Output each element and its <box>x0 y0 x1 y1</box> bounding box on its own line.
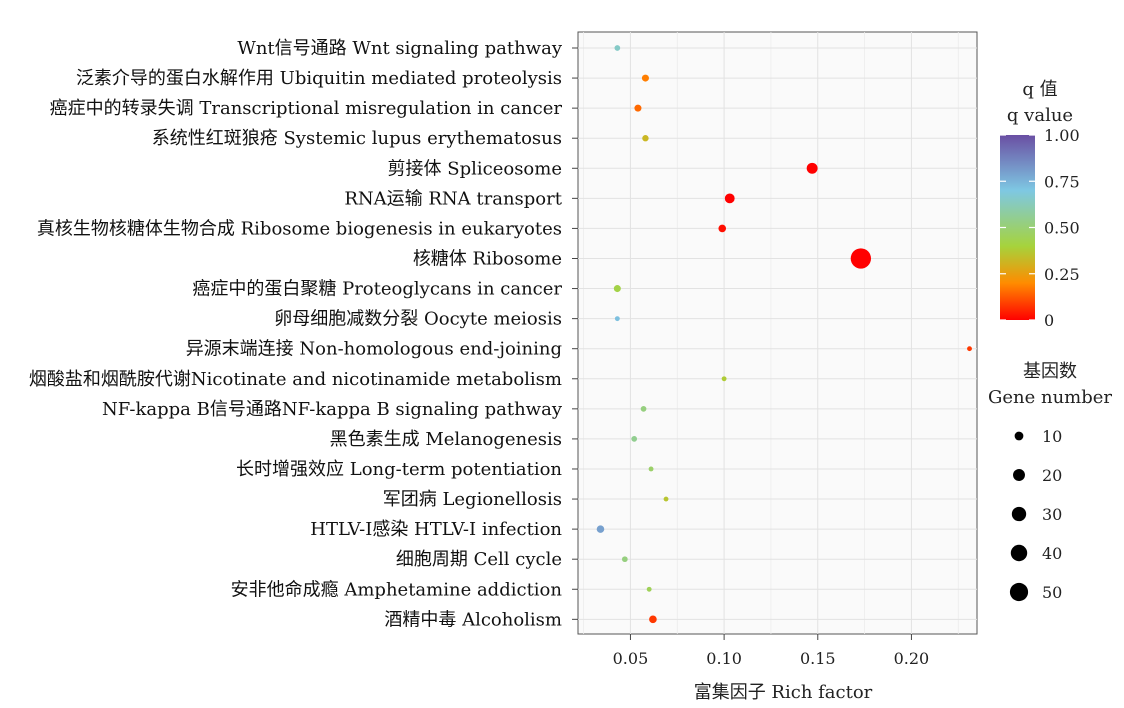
q-legend-title-cn: q 值 <box>1022 79 1057 100</box>
data-point <box>640 405 647 412</box>
grid-lines <box>578 32 977 634</box>
size-legend-dot <box>1014 431 1024 441</box>
data-point <box>596 525 605 533</box>
data-point <box>621 556 628 563</box>
y-category-label: 真核生物核糖体生物合成 Ribosome biogenesis in eukar… <box>37 218 562 239</box>
y-category-label: RNA运输 RNA transport <box>344 188 562 209</box>
gene-number-legend: 基因数 Gene number 10 20 30 40 50 <box>988 361 1112 602</box>
size-legend-title-cn: 基因数 <box>1023 361 1077 382</box>
data-point <box>648 466 654 472</box>
size-legend-title-en: Gene number <box>988 387 1112 408</box>
y-category-label: 细胞周期 Cell cycle <box>396 549 562 570</box>
data-point <box>649 615 657 624</box>
size-legend-dot <box>1009 582 1029 602</box>
size-legend-dot <box>1010 544 1028 562</box>
data-point <box>721 376 727 382</box>
data-point <box>614 316 620 322</box>
x-tick-label: 0.10 <box>706 649 742 668</box>
data-point <box>634 104 642 112</box>
y-category-label: 长时增强效应 Long-term potentiation <box>236 459 562 480</box>
y-category-label: Wnt信号通路 Wnt signaling pathway <box>237 38 563 59</box>
y-category-label: 卵母细胞减数分裂 Oocyte meiosis <box>274 309 562 330</box>
q-tick-label: 0.25 <box>1044 265 1080 284</box>
size-legend-label: 10 <box>1042 427 1062 446</box>
data-point <box>850 248 872 269</box>
q-legend-title-en: q value <box>1007 105 1073 126</box>
x-axis-ticks: 0.05 0.10 0.15 0.20 <box>613 634 930 668</box>
data-point <box>718 224 727 233</box>
q-tick-label: 0 <box>1044 311 1054 330</box>
x-tick-label: 0.05 <box>613 649 649 668</box>
data-point <box>806 162 818 174</box>
x-tick-label: 0.20 <box>894 649 930 668</box>
y-category-label: 酒精中毒 Alcoholism <box>384 609 562 630</box>
y-category-label: 安非他命成瘾 Amphetamine addiction <box>231 579 563 600</box>
size-legend-label: 30 <box>1042 505 1062 524</box>
data-point <box>967 346 972 352</box>
y-category-label: NF-kappa B信号通路NF-kappa B signaling pathw… <box>102 399 563 420</box>
data-point <box>631 436 638 442</box>
data-points <box>596 45 972 624</box>
size-legend-dot <box>1013 469 1025 481</box>
data-point <box>646 586 652 592</box>
y-category-label: 烟酸盐和烟酰胺代谢Nicotinate and nicotinamide met… <box>29 369 562 390</box>
y-category-label: 癌症中的转录失调 Transcriptional misregulation i… <box>50 98 563 119</box>
data-point <box>613 285 621 293</box>
size-legend-label: 20 <box>1042 466 1062 485</box>
size-legend-label: 50 <box>1042 583 1062 602</box>
data-point <box>724 193 735 204</box>
q-value-legend: q 值 q value 1.00 0.75 0.50 0.25 0 <box>1000 79 1080 330</box>
data-point <box>614 45 621 51</box>
data-point <box>642 135 649 142</box>
y-category-label: 军团病 Legionellosis <box>383 489 562 510</box>
y-category-label: 癌症中的蛋白聚糖 Proteoglycans in cancer <box>192 279 562 300</box>
x-axis-title: 富集因子 Rich factor <box>694 682 873 703</box>
y-category-label: 系统性红斑狼疮 Systemic lupus erythematosus <box>152 128 562 149</box>
y-category-label: HTLV-I感染 HTLV-I infection <box>310 519 562 540</box>
y-category-label: 核糖体 Ribosome <box>413 248 562 269</box>
plot-panel <box>577 31 978 635</box>
y-category-label: 黑色素生成 Melanogenesis <box>330 429 562 450</box>
y-axis-labels: Wnt信号通路 Wnt signaling pathway 泛素介导的蛋白水解作用… <box>29 38 578 630</box>
q-tick-label: 0.50 <box>1044 219 1080 238</box>
data-point <box>641 74 649 82</box>
q-tick-label: 1.00 <box>1044 126 1080 145</box>
q-tick-label: 0.75 <box>1044 172 1080 191</box>
data-point <box>663 496 669 502</box>
y-category-label: 异源末端连接 Non-homologous end-joining <box>186 339 562 360</box>
size-legend-dot <box>1011 506 1027 522</box>
y-category-label: 泛素介导的蛋白水解作用 Ubiquitin mediated proteolys… <box>76 68 562 89</box>
size-legend-label: 40 <box>1042 544 1062 563</box>
y-category-label: 剪接体 Spliceosome <box>388 158 562 179</box>
x-tick-label: 0.15 <box>800 649 836 668</box>
